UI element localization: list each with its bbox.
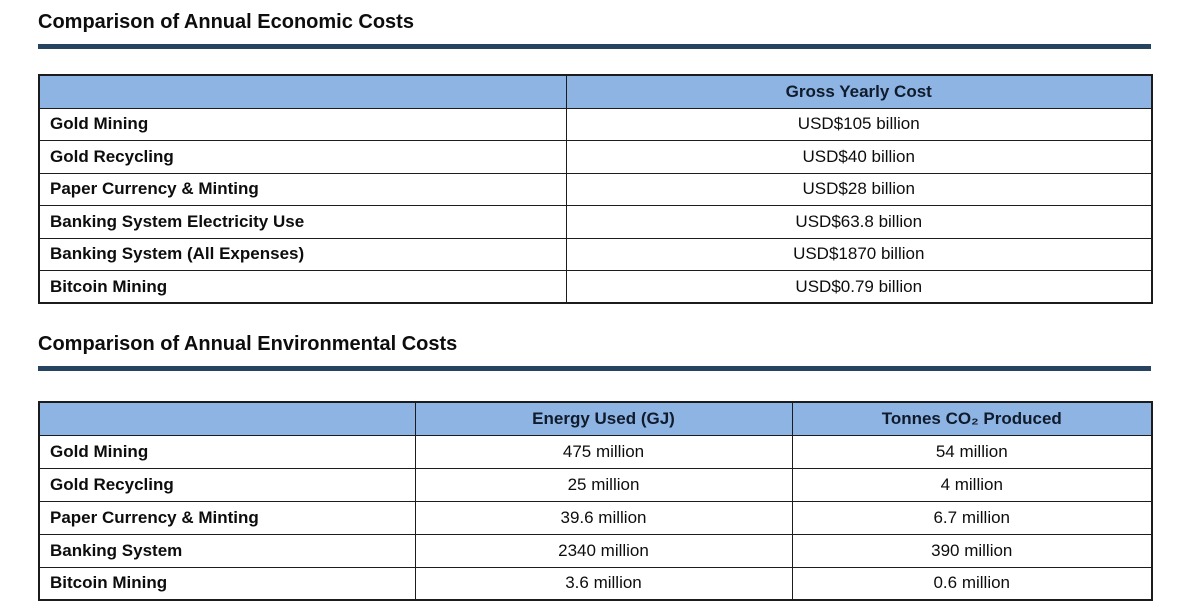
empty-header-cell bbox=[38, 401, 416, 436]
cost-cell: USD$1870 billion bbox=[565, 237, 1153, 271]
table-row: Paper Currency & Minting USD$28 billion bbox=[38, 172, 1153, 206]
energy-cell: 2340 million bbox=[414, 533, 793, 568]
environmental-costs-title: Comparison of Annual Environmental Costs bbox=[38, 333, 458, 355]
co2-cell: 0.6 million bbox=[791, 566, 1153, 601]
tonnes-co2-header: Tonnes CO₂ Produced bbox=[791, 401, 1153, 436]
row-label-cell: Gold Recycling bbox=[38, 140, 567, 174]
co2-cell: 54 million bbox=[791, 434, 1153, 469]
cost-cell: USD$40 billion bbox=[565, 140, 1153, 174]
co2-cell: 390 million bbox=[791, 533, 1153, 568]
row-label-cell: Paper Currency & Minting bbox=[38, 500, 416, 535]
table-row: Gold Mining 475 million 54 million bbox=[38, 434, 1153, 469]
row-label-cell: Banking System (All Expenses) bbox=[38, 237, 567, 271]
table-row: Banking System Electricity Use USD$63.8 … bbox=[38, 205, 1153, 239]
row-label-cell: Paper Currency & Minting bbox=[38, 172, 567, 206]
cost-cell: USD$105 billion bbox=[565, 107, 1153, 141]
row-label-cell: Gold Mining bbox=[38, 434, 416, 469]
table-row: Paper Currency & Minting 39.6 million 6.… bbox=[38, 500, 1153, 535]
cost-cell: USD$63.8 billion bbox=[565, 205, 1153, 239]
table-row: Bitcoin Mining USD$0.79 billion bbox=[38, 270, 1153, 304]
row-label-cell: Bitcoin Mining bbox=[38, 270, 567, 304]
table-row: Gold Mining USD$105 billion bbox=[38, 107, 1153, 141]
economic-costs-table: Gross Yearly Cost Gold Mining USD$105 bi… bbox=[38, 74, 1153, 304]
table-row: Gold Recycling USD$40 billion bbox=[38, 140, 1153, 174]
energy-cell: 3.6 million bbox=[414, 566, 793, 601]
table-row: Bitcoin Mining 3.6 million 0.6 million bbox=[38, 566, 1153, 601]
table-header-row: Energy Used (GJ) Tonnes CO₂ Produced bbox=[38, 401, 1153, 436]
table-row: Banking System 2340 million 390 million bbox=[38, 533, 1153, 568]
environmental-costs-table: Energy Used (GJ) Tonnes CO₂ Produced Gol… bbox=[38, 401, 1153, 601]
cost-cell: USD$28 billion bbox=[565, 172, 1153, 206]
row-label-cell: Gold Recycling bbox=[38, 467, 416, 502]
row-label-cell: Bitcoin Mining bbox=[38, 566, 416, 601]
table-row: Gold Recycling 25 million 4 million bbox=[38, 467, 1153, 502]
energy-cell: 25 million bbox=[414, 467, 793, 502]
document-page: Comparison of Annual Economic Costs Gros… bbox=[38, 0, 1153, 601]
cost-cell: USD$0.79 billion bbox=[565, 270, 1153, 304]
economic-title-rule bbox=[38, 44, 1151, 49]
environmental-title-rule bbox=[38, 366, 1151, 371]
energy-cell: 39.6 million bbox=[414, 500, 793, 535]
row-label-cell: Banking System bbox=[38, 533, 416, 568]
co2-cell: 6.7 million bbox=[791, 500, 1153, 535]
row-label-cell: Gold Mining bbox=[38, 107, 567, 141]
row-label-cell: Banking System Electricity Use bbox=[38, 205, 567, 239]
empty-header-cell bbox=[38, 74, 567, 109]
energy-used-header: Energy Used (GJ) bbox=[414, 401, 793, 436]
economic-costs-title: Comparison of Annual Economic Costs bbox=[38, 11, 414, 33]
co2-cell: 4 million bbox=[791, 467, 1153, 502]
table-header-row: Gross Yearly Cost bbox=[38, 74, 1153, 109]
table-row: Banking System (All Expenses) USD$1870 b… bbox=[38, 237, 1153, 271]
gross-yearly-cost-header: Gross Yearly Cost bbox=[565, 74, 1153, 109]
energy-cell: 475 million bbox=[414, 434, 793, 469]
